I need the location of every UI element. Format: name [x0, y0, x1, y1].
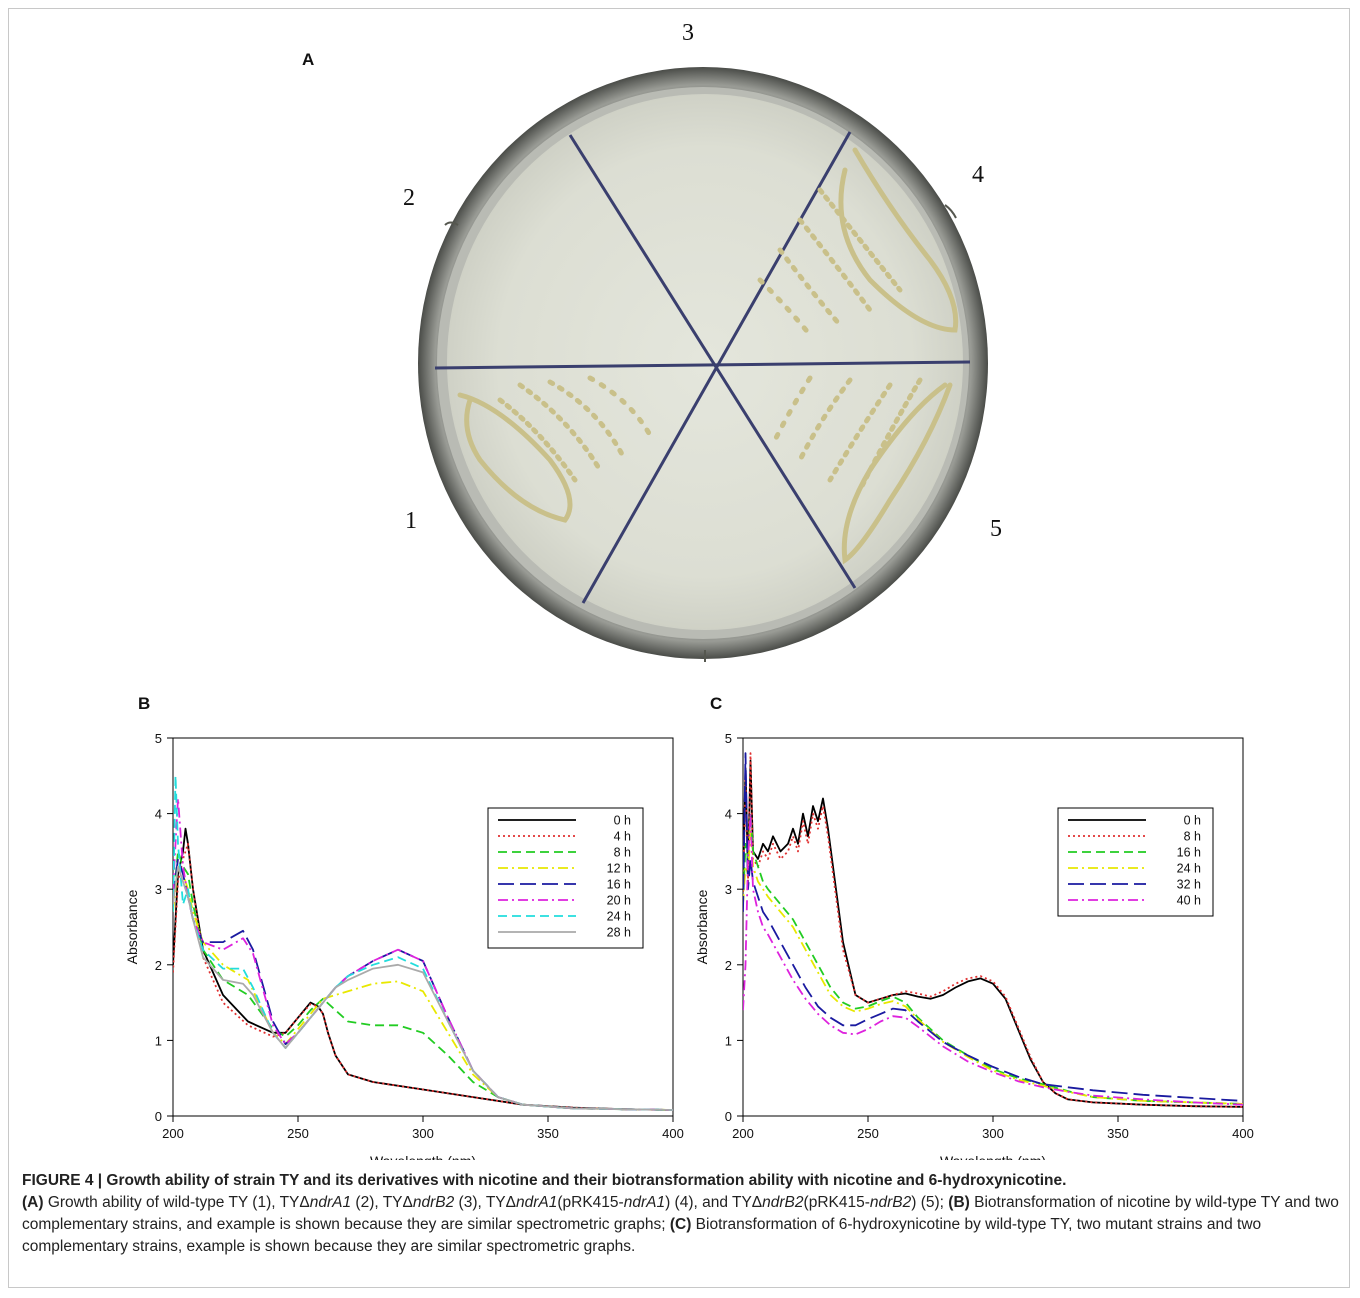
legend-label: 8 h: [614, 846, 631, 860]
y-tick-label: 3: [155, 882, 162, 897]
y-tick-label: 5: [155, 731, 162, 746]
series-group: [173, 774, 673, 1111]
y-tick-label: 4: [155, 807, 162, 822]
x-tick-label: 250: [287, 1126, 309, 1141]
chart-b: 200 250 300 350 400 0 1 2 3 4 5 Wavelength (nm) Abso…: [124, 731, 684, 1160]
x-axis-label: Wavelength (nm): [940, 1153, 1046, 1160]
x-tick-label: 200: [162, 1126, 184, 1141]
caption-text: Growth ability of wild-type TY (1), TYΔ: [43, 1194, 310, 1211]
series-line-28h: [173, 865, 673, 1111]
caption-gene: ndrB2: [869, 1194, 912, 1211]
series-line-40h: [743, 812, 1243, 1106]
y-tick-label: 0: [155, 1109, 162, 1124]
caption-c-label: (C): [669, 1216, 692, 1233]
legend-label: 16 h: [1177, 846, 1201, 860]
caption-gene: ndrB2: [762, 1194, 804, 1211]
legend-label: 12 h: [607, 862, 631, 876]
x-tick-label: 350: [537, 1126, 559, 1141]
y-tick-label: 4: [725, 807, 732, 822]
x-tick-label: 350: [1107, 1126, 1129, 1141]
caption-gene: ndrA1: [623, 1194, 666, 1211]
legend-label: 8 h: [1184, 830, 1201, 844]
series-line-4h: [173, 842, 673, 1111]
legend-label: 28 h: [607, 926, 631, 940]
legend-label: 40 h: [1177, 894, 1201, 908]
panel-b-letter: B: [138, 694, 151, 713]
colony-streaks-sector-5: [772, 375, 953, 565]
caption-body: (A) Growth ability of wild-type TY (1), …: [22, 1194, 1339, 1255]
y-tick-label: 1: [725, 1033, 732, 1048]
caption-text: (2), TYΔ: [351, 1194, 413, 1211]
caption-text: Biotransformation of nicotine by wild-ty…: [22, 1194, 1339, 1233]
caption-text: Biotransformation of 6-hydroxynicotine b…: [22, 1216, 1262, 1255]
legend-label: 20 h: [607, 894, 631, 908]
legend-box: [1057, 807, 1214, 917]
x-tick-label: 400: [662, 1126, 684, 1141]
colony-streaks-sector-1: [457, 375, 653, 523]
y-tick-label: 0: [725, 1109, 732, 1124]
x-tick-label: 200: [732, 1126, 754, 1141]
figure-caption: FIGURE 4 | Growth ability of strain TY a…: [22, 1170, 1342, 1258]
series-line-32h: [743, 752, 1243, 1102]
sector-label-3: 3: [682, 20, 694, 46]
caption-text: (3), TYΔ: [454, 1194, 516, 1211]
x-tick-label: 250: [857, 1126, 879, 1141]
legend-label: 24 h: [607, 910, 631, 924]
x-axis-label: Wavelength (nm): [370, 1153, 476, 1160]
caption-gene: ndrA1: [309, 1194, 352, 1211]
petri-dish-photo: [418, 67, 988, 662]
legend-box: [487, 807, 644, 949]
figure-frame: [8, 8, 1350, 1288]
y-tick-label: 1: [155, 1033, 162, 1048]
sector-label-4: 4: [972, 162, 984, 188]
series-line-24h: [743, 827, 1243, 1105]
legend-label: 4 h: [614, 830, 631, 844]
legend-label: 0 h: [614, 814, 631, 828]
panel-c-letter: C: [710, 694, 723, 713]
caption-gene: ndrA1: [515, 1194, 558, 1211]
dish-notches: [444, 204, 957, 662]
sector-label-1: 1: [405, 508, 417, 534]
x-tick-label: 400: [1232, 1126, 1254, 1141]
caption-text: ) (5);: [911, 1194, 949, 1211]
agar-surface: [447, 94, 963, 630]
series-line-16h: [743, 812, 1243, 1105]
y-tick-label: 2: [725, 958, 732, 973]
caption-text: (pRK415-: [557, 1194, 624, 1211]
sector-label-2: 2: [403, 185, 415, 211]
colony-streaks-sector-4: [757, 147, 959, 338]
series-group: [743, 752, 1243, 1108]
legend-label: 0 h: [1184, 814, 1201, 828]
legend-label: 24 h: [1177, 862, 1201, 876]
x-tick-label: 300: [412, 1126, 434, 1141]
panel-a-letter: A: [302, 50, 315, 69]
caption-text: (pRK415-: [803, 1194, 870, 1211]
y-tick-label: 5: [725, 731, 732, 746]
sector-dividers: [434, 131, 971, 604]
caption-text: ) (4), and TYΔ: [665, 1194, 763, 1211]
caption-title: FIGURE 4 | Growth ability of strain TY a…: [22, 1172, 1067, 1189]
plot-area: [742, 737, 1244, 1117]
legend-label: 32 h: [1177, 878, 1201, 892]
caption-b-label: (B): [948, 1194, 970, 1211]
sector-label-5: 5: [990, 516, 1002, 542]
y-axis-label: Absorbance: [124, 889, 140, 964]
chart-c: 200 250 300 350 400 0 1 2 3 4 5 Wavelength (nm) Abso…: [694, 731, 1254, 1160]
caption-gene: ndrB2: [412, 1194, 455, 1211]
caption-a-label: (A): [22, 1194, 44, 1211]
y-axis-label: Absorbance: [694, 889, 710, 964]
y-tick-label: 2: [155, 958, 162, 973]
legend-label: 16 h: [607, 878, 631, 892]
x-tick-label: 300: [982, 1126, 1004, 1141]
y-tick-label: 3: [725, 882, 732, 897]
